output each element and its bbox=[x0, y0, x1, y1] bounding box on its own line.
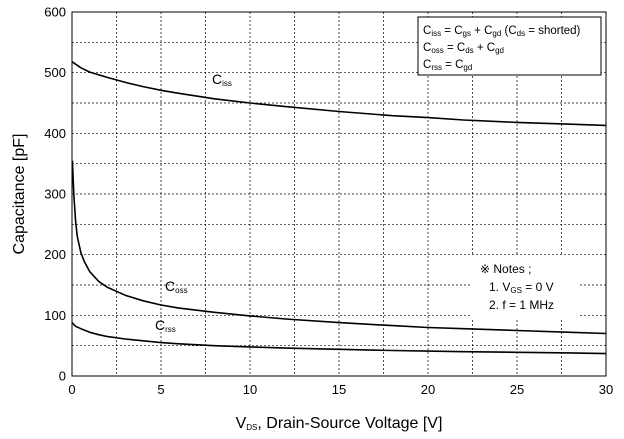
legend-line: Coss = Cds + Cgd bbox=[423, 42, 504, 55]
x-tick-label: 0 bbox=[68, 382, 75, 397]
legend-line-part: = shorted) bbox=[525, 25, 580, 37]
y-tick-label: 400 bbox=[44, 126, 66, 141]
plot-frame bbox=[71, 11, 607, 377]
notes-line: 1. VGS = 0 V bbox=[489, 280, 554, 295]
notes-line-part: 2. f = 1 MHz bbox=[489, 298, 554, 312]
curve-label-rss-part: C bbox=[155, 317, 165, 333]
y-axis-label: Capacitance [pF] bbox=[11, 134, 28, 255]
legend-box: Ciss = Cgs + Cgd (Cds = shorted)Coss = C… bbox=[417, 16, 602, 76]
legend-line-part: gd bbox=[463, 63, 472, 72]
curve-label-iss: Ciss bbox=[212, 71, 232, 88]
x-tick-label: 15 bbox=[332, 382, 346, 397]
notes-line-part: = 0 V bbox=[522, 280, 554, 294]
y-tick-label: 300 bbox=[44, 187, 66, 202]
legend-line-part: gd bbox=[492, 29, 501, 38]
legend-line: Ciss = Cgs + Cgd (Cds = shorted) bbox=[423, 25, 581, 38]
legend-line-part: C bbox=[423, 59, 431, 71]
curve-label-iss-part: C bbox=[212, 71, 222, 87]
notes-line: 2. f = 1 MHz bbox=[489, 298, 554, 312]
x-tick-label: 25 bbox=[510, 382, 524, 397]
y-tick-label: 600 bbox=[44, 5, 66, 20]
curve-label-rss: Crss bbox=[155, 317, 176, 334]
y-tick-label: 100 bbox=[44, 308, 66, 323]
series-line-rss bbox=[71, 322, 607, 355]
notes-line-part: ※ Notes ; bbox=[480, 262, 531, 276]
x-tick-label: 10 bbox=[243, 382, 257, 397]
curve-label-oss-part: oss bbox=[175, 286, 187, 295]
legend-line-part: = C bbox=[444, 42, 465, 54]
legend-line-part: gd bbox=[495, 46, 504, 55]
legend-line-part: C bbox=[423, 25, 431, 37]
legend-line: Crss = Cgd bbox=[423, 59, 472, 72]
x-tick-label: 20 bbox=[421, 382, 435, 397]
x-tick-label: 5 bbox=[157, 382, 164, 397]
legend-line-part: ds bbox=[465, 46, 473, 55]
curve-label-oss-part: C bbox=[165, 278, 175, 294]
legend-line-part: = C bbox=[442, 59, 463, 71]
x-tick-label: 30 bbox=[599, 382, 613, 397]
x-axis-label: VDS, Drain-Source Voltage [V] bbox=[236, 415, 443, 432]
legend-line-part: (C bbox=[501, 25, 516, 37]
notes-background bbox=[472, 256, 578, 318]
series-line-oss bbox=[71, 160, 607, 335]
curve-label-rss-part: rss bbox=[165, 325, 176, 334]
y-tick-label: 500 bbox=[44, 65, 66, 80]
series-curves bbox=[71, 61, 607, 355]
notes-line-part: 1. V bbox=[489, 280, 510, 294]
notes-annotation: ※ Notes ; 1. VGS = 0 V 2. f = 1 MHz bbox=[472, 256, 578, 318]
legend-line-part: rss bbox=[431, 63, 442, 72]
legend-line-part: ds bbox=[517, 29, 525, 38]
series-line-iss bbox=[71, 61, 607, 127]
y-tick-label: 0 bbox=[59, 369, 66, 384]
legend-line-part: oss bbox=[431, 46, 443, 55]
y-tick-label: 200 bbox=[44, 247, 66, 262]
curve-label-iss-part: iss bbox=[222, 79, 232, 88]
legend-line-part: = C bbox=[441, 25, 462, 37]
legend-line-part: + C bbox=[471, 25, 492, 37]
x-axis-label-part: , Drain-Source Voltage [V] bbox=[257, 415, 442, 432]
notes-line-part: GS bbox=[510, 286, 522, 295]
notes-line: ※ Notes ; bbox=[480, 262, 531, 276]
curve-label-oss: Coss bbox=[165, 278, 188, 295]
x-axis-label-part: V bbox=[236, 415, 247, 432]
legend-frame bbox=[417, 16, 602, 76]
legend-line-part: C bbox=[423, 42, 431, 54]
legend-line-part: + C bbox=[474, 42, 495, 54]
legend-line-part: iss bbox=[431, 29, 441, 38]
x-axis-label-part: DS bbox=[246, 423, 257, 432]
legend-line-part: gs bbox=[463, 29, 471, 38]
